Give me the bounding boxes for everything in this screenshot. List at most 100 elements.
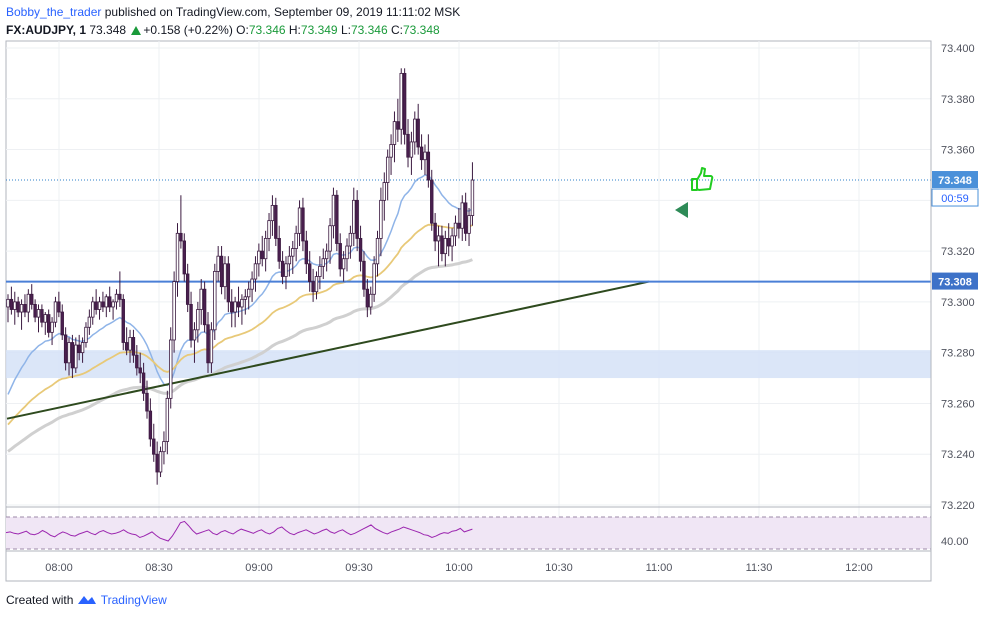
candle-body <box>80 342 85 354</box>
candle-body <box>40 309 44 323</box>
candle-body <box>280 260 285 277</box>
candle-body <box>179 232 183 242</box>
author-link[interactable]: Bobby_the_trader <box>6 5 102 19</box>
candle-body <box>253 263 258 280</box>
chart-frame <box>5 40 932 582</box>
publish-text: published on TradingView.com, September … <box>104 5 461 19</box>
price-tick-label: 73.380 <box>941 94 975 106</box>
candle-body <box>430 179 434 224</box>
candle-body <box>379 199 383 239</box>
candle-body <box>314 276 319 293</box>
time-tick-label: 08:00 <box>45 562 73 574</box>
close-label: C: <box>391 23 403 37</box>
candle-body <box>284 263 288 277</box>
support-zone <box>6 350 931 379</box>
price-tick-label: 73.400 <box>941 43 975 55</box>
ema-mid-line <box>7 223 473 426</box>
candle-body <box>450 235 454 247</box>
candle-body <box>389 144 393 158</box>
candle-body <box>6 298 10 308</box>
price-tick-label: 73.260 <box>941 398 975 410</box>
candle-body <box>446 238 451 247</box>
price-tick-label: 73.240 <box>941 449 975 461</box>
candle-body <box>304 240 309 265</box>
candle-body <box>57 301 61 313</box>
tradingview-brand[interactable]: TradingView <box>100 593 167 607</box>
price-tick-label: 73.300 <box>941 297 975 309</box>
countdown-badge-text: 00:59 <box>941 193 969 205</box>
level-badge-text: 73.308 <box>938 277 972 289</box>
candle-body <box>246 288 251 298</box>
candle-body <box>67 342 71 364</box>
candle-body <box>267 220 271 239</box>
time-tick-label: 09:00 <box>245 562 273 574</box>
time-tick-label: 10:30 <box>545 562 573 574</box>
candle-body <box>358 238 363 262</box>
time-axis[interactable]: 08:00 08:30 09:00 09:30 10:00 10:30 11:00 11:30… <box>45 562 873 574</box>
low-label: L: <box>340 23 351 37</box>
candle-body <box>240 298 244 308</box>
price-tick-label: 73.280 <box>941 348 975 360</box>
candle-body <box>104 296 109 308</box>
trendline[interactable] <box>6 280 650 420</box>
level-badge <box>932 272 978 290</box>
tradingview-logo-icon <box>77 594 97 605</box>
candle-body <box>470 179 475 216</box>
candle-body <box>396 121 400 130</box>
candle-body <box>152 438 156 455</box>
candle-body <box>131 337 136 356</box>
candle-body <box>135 354 139 369</box>
low-value: 73.346 <box>350 23 388 37</box>
candle-body <box>406 133 410 158</box>
candle-body <box>19 304 24 313</box>
candle-body <box>162 441 166 453</box>
candle-body <box>375 238 380 265</box>
candle-body <box>223 263 227 288</box>
candle-body <box>385 156 390 183</box>
candle-body <box>260 250 264 260</box>
candle-body <box>108 296 112 308</box>
rsi-line <box>5 520 473 542</box>
candle-body <box>53 301 58 323</box>
candle-body <box>175 232 180 282</box>
candle-body <box>148 410 153 440</box>
candle-body <box>74 344 78 369</box>
close-value: 73.348 <box>403 23 440 37</box>
candle-body <box>433 222 437 242</box>
candle-body <box>94 301 98 310</box>
candle-body <box>196 309 200 331</box>
rsi-pane: 40.00 <box>5 516 969 550</box>
candle-body <box>118 293 122 300</box>
annotations <box>675 167 714 218</box>
candle-body <box>216 255 220 272</box>
candle-body <box>97 301 102 310</box>
candle-body <box>392 121 397 145</box>
candle-body <box>63 334 68 364</box>
candle-body <box>236 301 241 308</box>
candle-body <box>77 344 81 354</box>
last-price-badge-text: 73.348 <box>938 175 972 187</box>
candle-body <box>9 298 14 310</box>
candle-body <box>467 215 471 234</box>
candle-body <box>457 222 461 229</box>
time-tick-label: 11:30 <box>746 562 773 574</box>
thumbs-up-path <box>691 167 714 191</box>
time-tick-label: 11:00 <box>646 562 673 574</box>
rsi-tick-label: 40.00 <box>941 536 969 548</box>
arrow-left-icon <box>675 202 688 218</box>
time-tick-label: 08:30 <box>145 562 173 574</box>
candle-body <box>219 255 224 288</box>
candle-body <box>341 258 346 270</box>
candle-body <box>189 304 193 341</box>
publish-info: Bobby_the_trader published on TradingVie… <box>6 5 460 19</box>
candle-body <box>440 235 444 255</box>
candle-body <box>277 238 281 262</box>
candle-body <box>141 372 146 394</box>
candle-body <box>158 451 163 473</box>
candle-body <box>416 118 420 148</box>
candle-body <box>16 301 20 313</box>
candle-body <box>91 301 95 318</box>
candle-body <box>301 207 305 242</box>
candle-body <box>352 199 356 234</box>
